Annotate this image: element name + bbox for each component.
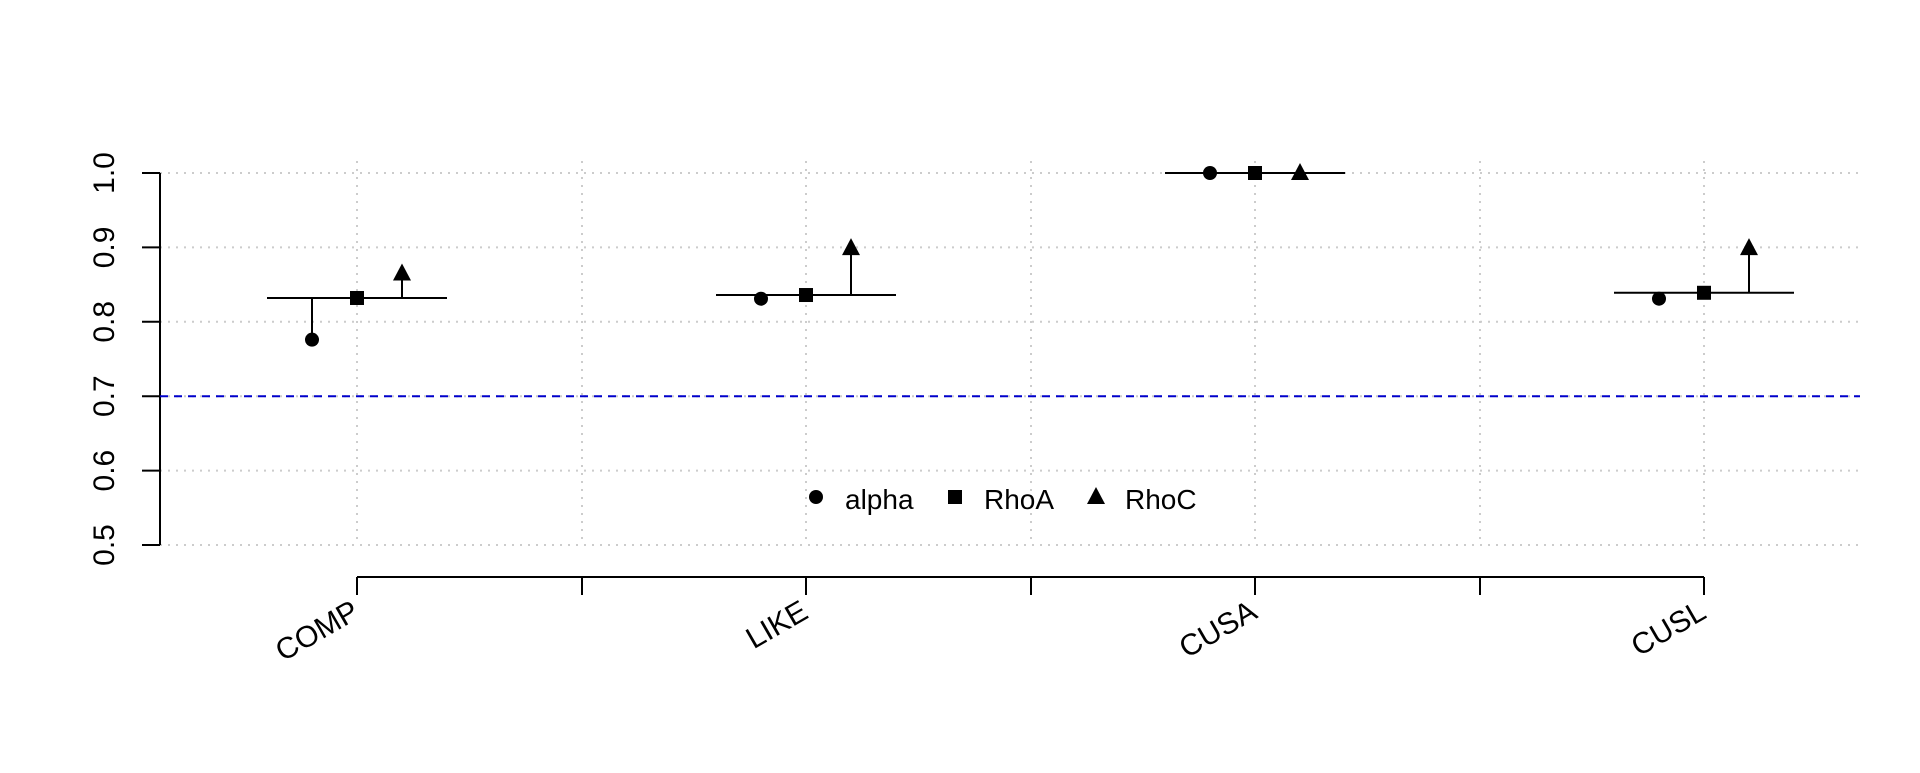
- RhoC-point: [393, 263, 411, 281]
- legend-marker: [1087, 487, 1105, 504]
- x-tick-label: LIKE: [741, 594, 814, 655]
- alpha-point: [754, 291, 768, 306]
- legend-label: RhoC: [1125, 484, 1197, 515]
- x-tick-label: CUSL: [1626, 594, 1712, 663]
- RhoC-point: [842, 238, 860, 256]
- alpha-point: [1203, 166, 1217, 180]
- alpha-point: [1652, 291, 1666, 306]
- x-tick-label: CUSA: [1174, 594, 1263, 664]
- legend-marker: [809, 490, 823, 504]
- legend-label: alpha: [845, 484, 914, 515]
- x-tick-label: COMP: [270, 594, 364, 668]
- alpha-point: [305, 332, 319, 347]
- axes: 0.5 0.6 0.7 0.8 0.9 1.0 COMP LIKE CUSA CUSL: [88, 152, 1712, 668]
- RhoA-point: [799, 288, 813, 303]
- legend-label: RhoA: [984, 484, 1054, 515]
- y-tick-label: 0.5: [88, 524, 121, 566]
- RhoA-point: [350, 290, 364, 305]
- y-tick-label: 0.8: [88, 301, 121, 343]
- data-marks: [267, 163, 1794, 347]
- y-tick-label: 0.7: [88, 375, 121, 417]
- legend-marker: [948, 490, 962, 504]
- y-tick-label: 0.9: [88, 227, 121, 269]
- legend: alpha RhoA RhoC: [809, 484, 1197, 515]
- RhoA-point: [1248, 166, 1262, 180]
- RhoC-point: [1291, 163, 1309, 180]
- y-tick-label: 0.6: [88, 450, 121, 492]
- y-tick-label: 1.0: [88, 152, 121, 194]
- RhoC-point: [1740, 238, 1758, 256]
- RhoA-point: [1697, 285, 1711, 300]
